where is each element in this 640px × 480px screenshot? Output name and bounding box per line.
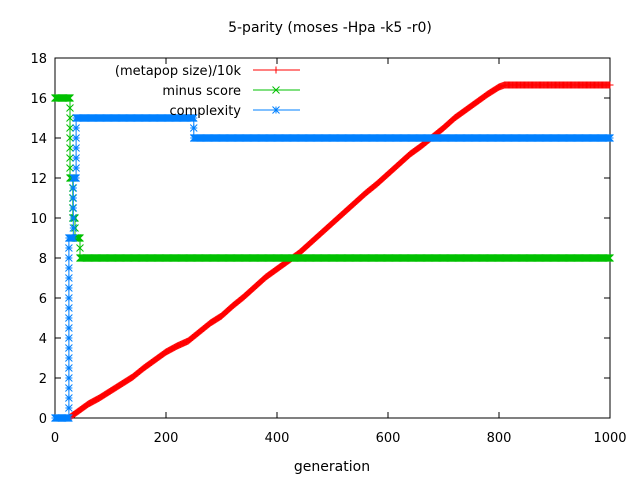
data-point — [604, 254, 613, 262]
data-point — [65, 94, 73, 102]
data-point — [65, 414, 73, 422]
data-point — [65, 244, 73, 252]
y-tick-label: 16 — [30, 92, 47, 107]
data-point — [72, 144, 80, 152]
data-point — [65, 274, 73, 282]
legend-label: complexity — [170, 104, 242, 119]
data-point — [603, 254, 612, 262]
data-point — [65, 344, 73, 352]
series-0 — [51, 81, 614, 422]
legend-label: (metapop size)/10k — [115, 64, 242, 79]
data-point — [65, 284, 73, 292]
legend: (metapop size)/10k minus score complexity — [115, 64, 300, 119]
data-point — [69, 224, 78, 232]
data-point — [63, 94, 72, 102]
data-point — [69, 234, 78, 242]
data-point — [66, 164, 74, 172]
y-tick-label: 4 — [39, 332, 47, 347]
x-tick-label: 400 — [265, 431, 290, 446]
y-tick-label: 8 — [39, 252, 47, 267]
data-point — [66, 124, 74, 132]
data-point — [64, 94, 73, 102]
data-point — [69, 214, 78, 222]
data-point — [605, 254, 613, 262]
data-point — [66, 114, 74, 122]
legend-marker — [272, 106, 280, 114]
data-point — [602, 254, 611, 262]
y-tick-label: 12 — [30, 172, 47, 187]
series-2 — [51, 114, 614, 422]
y-tick-label: 2 — [39, 372, 47, 387]
data-point — [65, 404, 73, 412]
data-point — [75, 234, 83, 242]
data-point — [72, 124, 80, 132]
data-point — [189, 124, 198, 132]
data-point — [606, 134, 614, 142]
data-point — [65, 384, 73, 392]
data-point — [65, 374, 73, 382]
x-axis-label: generation — [294, 459, 370, 475]
data-point — [65, 394, 73, 402]
data-point — [606, 81, 614, 89]
data-point — [72, 134, 80, 142]
data-point — [65, 354, 73, 362]
legend-marker — [272, 86, 280, 94]
chart-title: 5-parity (moses -Hpa -k5 -r0) — [228, 20, 432, 36]
data-point — [66, 104, 74, 112]
data-point — [65, 304, 73, 312]
series-layer — [51, 81, 614, 422]
data-point — [65, 314, 73, 322]
data-point — [69, 204, 78, 212]
data-point — [65, 364, 73, 372]
y-axis: 0 2 4 6 8 10 12 14 16 18 — [30, 52, 610, 427]
y-tick-label: 14 — [30, 132, 47, 147]
data-point — [62, 94, 71, 102]
data-point — [69, 194, 78, 202]
x-tick-label: 600 — [376, 431, 401, 446]
data-point — [76, 234, 84, 242]
data-point — [189, 114, 198, 122]
data-point — [76, 244, 84, 252]
series-line — [55, 97, 610, 259]
series-1 — [51, 94, 614, 262]
x-tick-label: 200 — [154, 431, 179, 446]
legend-marker — [272, 66, 280, 74]
y-tick-label: 10 — [30, 212, 47, 227]
data-point — [65, 264, 73, 272]
data-point — [65, 334, 73, 342]
x-tick-label: 800 — [487, 431, 512, 446]
data-point — [72, 174, 80, 182]
data-point — [69, 184, 78, 192]
data-point — [66, 94, 74, 102]
data-point — [66, 154, 74, 162]
x-tick-label: 0 — [51, 431, 59, 446]
data-point — [65, 254, 73, 262]
legend-label: minus score — [162, 84, 241, 99]
data-point — [606, 254, 614, 262]
plot-frame — [54, 57, 611, 419]
data-point — [72, 154, 80, 162]
data-point — [72, 164, 80, 172]
y-tick-label: 6 — [39, 292, 47, 307]
x-axis: 0 200 400 600 800 1000 — [51, 58, 627, 446]
y-tick-label: 0 — [39, 412, 47, 427]
x-tick-label: 1000 — [593, 431, 626, 446]
data-point — [65, 294, 73, 302]
y-tick-label: 18 — [30, 52, 47, 67]
data-point — [66, 144, 74, 152]
data-point — [65, 324, 73, 332]
data-point — [66, 134, 74, 142]
